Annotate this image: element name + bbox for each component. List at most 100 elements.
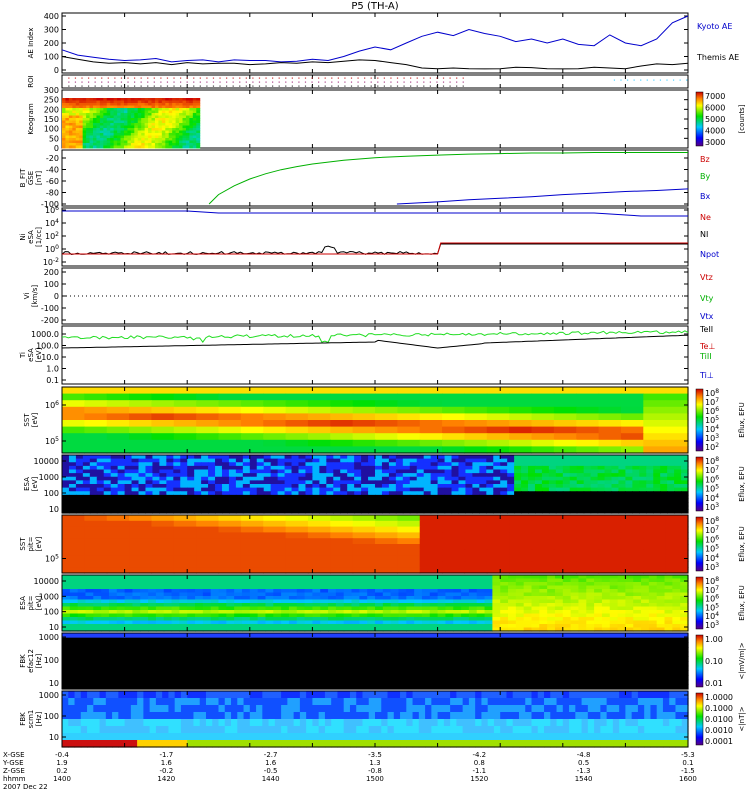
heatmap-cell: [361, 491, 369, 495]
heatmap-cell: [516, 593, 524, 597]
heatmap-cell: [174, 387, 197, 394]
heatmap-cell: [93, 610, 101, 614]
heatmap-cell: [179, 617, 187, 621]
heatmap-cell: [219, 538, 242, 544]
heatmap-cell: [458, 488, 466, 492]
heatmap-cell: [532, 521, 555, 527]
heatmap-cell: [469, 607, 477, 611]
heatmap-cell: [472, 499, 480, 503]
heatmap-cell: [139, 480, 147, 484]
heatmap-cell: [62, 561, 85, 567]
heatmap-cell: [132, 477, 140, 481]
heatmap-cell: [674, 477, 682, 481]
heatmap-cell: [328, 579, 336, 583]
heatmap-cell: [666, 544, 689, 550]
heatmap-cell: [258, 596, 266, 600]
heatmap-cell: [354, 459, 362, 463]
ni-legend-ne: Ne: [700, 213, 711, 222]
heatmap-cell: [538, 691, 545, 699]
heatmap-cell: [610, 614, 618, 618]
heatmap-cell: [486, 455, 494, 459]
heatmap-cell: [320, 596, 328, 600]
heatmap-cell: [62, 600, 70, 604]
heatmap-cell: [594, 589, 602, 593]
heatmap-cell: [586, 614, 594, 618]
roi-marker: [423, 86, 424, 87]
heatmap-cell: [641, 621, 649, 625]
heatmap-cell: [535, 462, 543, 466]
heatmap-cell: [264, 455, 272, 459]
heatmap-cell: [586, 603, 594, 607]
heatmap-cell: [563, 462, 571, 466]
heatmap-cell: [680, 614, 688, 618]
heatmap-cell: [576, 440, 599, 447]
heatmap-cell: [292, 473, 300, 477]
roi-marker: [364, 86, 365, 87]
heatmap-cell: [554, 532, 577, 538]
heatmap-cell: [353, 407, 376, 414]
heatmap-cell: [479, 455, 487, 459]
roi-marker: [620, 80, 621, 81]
heatmap-cell: [286, 556, 309, 562]
heatmap-cell: [319, 466, 327, 470]
heatmap-cell: [528, 477, 536, 481]
heatmap-cell: [242, 607, 250, 611]
heatmap-cell: [602, 603, 610, 607]
heatmap-cell: [422, 607, 430, 611]
heatmap-cell: [452, 484, 460, 488]
heatmap-cell: [264, 462, 272, 466]
heatmap-cell: [156, 621, 164, 625]
heatmap-cell: [298, 488, 306, 492]
heatmap-cell: [250, 691, 257, 699]
heatmap-cell: [145, 462, 153, 466]
heatmap-cell: [563, 477, 571, 481]
heatmap-cell: [528, 459, 536, 463]
roi-marker: [285, 82, 286, 83]
heatmap-cell: [203, 593, 211, 597]
heatmap-cell: [539, 586, 547, 590]
keogram-cell: [158, 146, 162, 149]
heatmap-cell: [445, 607, 453, 611]
roi-marker: [154, 78, 155, 79]
heatmap-cell: [594, 593, 602, 597]
heatmap-cell: [611, 470, 619, 474]
heatmap-cell: [219, 527, 242, 533]
heatmap-cell: [62, 470, 70, 474]
heatmap-cell: [532, 624, 540, 628]
heatmap-cell: [85, 575, 93, 579]
heatmap-cell: [660, 491, 668, 495]
heatmap-cell: [353, 413, 376, 420]
heatmap-cell: [76, 459, 84, 463]
heatmap-cell: [234, 610, 242, 614]
heatmap-cell: [576, 433, 599, 440]
heatmap-cell: [361, 488, 369, 492]
heatmap-cell: [549, 491, 557, 495]
heatmap-cell: [431, 470, 439, 474]
heatmap-cell: [486, 459, 494, 463]
roi-marker: [101, 78, 102, 79]
heatmap-cell: [660, 499, 668, 503]
roi-marker: [167, 82, 168, 83]
heatmap-cell: [368, 506, 376, 510]
roi-marker: [272, 78, 273, 79]
heatmap-cell: [375, 506, 383, 510]
heatmap-cell: [445, 575, 453, 579]
heatmap-cell: [516, 610, 524, 614]
heatmap-cell: [563, 455, 571, 459]
heatmap-cell: [187, 610, 195, 614]
heatmap-cell: [375, 698, 382, 706]
heatmap-cell: [469, 579, 477, 583]
heatmap-cell: [507, 495, 515, 499]
heatmap-cell: [320, 614, 328, 618]
roi-marker: [410, 78, 411, 79]
heatmap-cell: [297, 575, 305, 579]
heatmap-cell: [486, 473, 494, 477]
heatmap-cell: [599, 556, 622, 562]
heatmap-cell: [234, 579, 242, 583]
heatmap-cell: [569, 691, 576, 699]
heatmap-cell: [353, 427, 376, 434]
heatmap-cell: [621, 420, 644, 427]
heatmap-cell: [563, 506, 571, 510]
heatmap-cell: [442, 515, 465, 521]
